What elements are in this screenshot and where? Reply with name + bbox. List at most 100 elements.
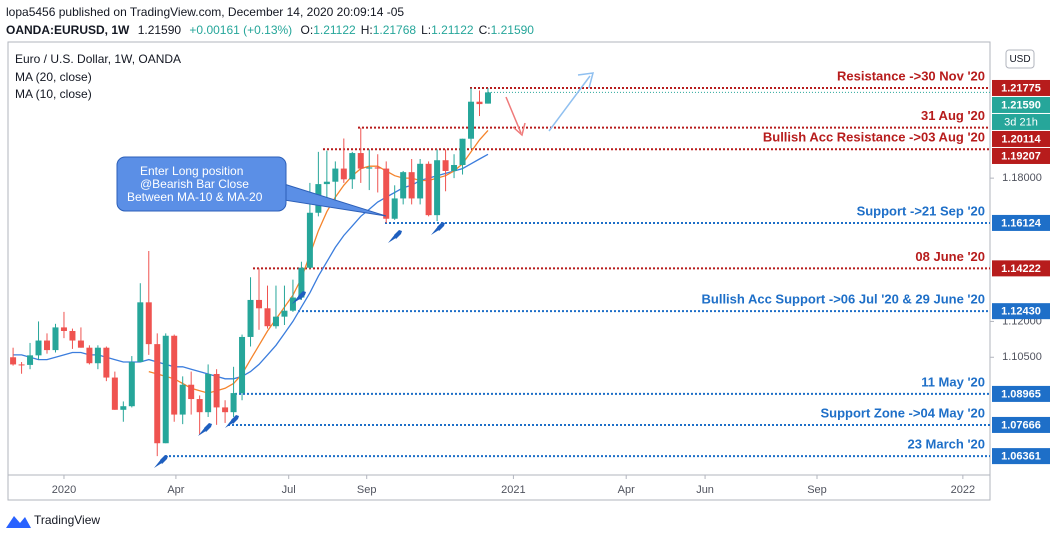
candle-body (417, 163, 424, 199)
candle-body (442, 160, 449, 171)
currency: USD (1009, 54, 1030, 65)
rocket-icons (154, 222, 445, 468)
level-label: Support Zone ->04 May '20 (820, 405, 985, 420)
quote-line: OANDA:EURUSD, 1W 1.21590 +0.00161 (+0.13… (6, 21, 544, 39)
price-box-label: 1.14222 (1001, 263, 1041, 275)
candle-body (60, 327, 67, 331)
candle-body (196, 399, 203, 413)
ohlc-label: O: (300, 23, 314, 37)
level-label: 11 May '20 (921, 374, 985, 389)
level-label: 23 March '20 (907, 437, 985, 452)
candle-body (289, 297, 296, 311)
header: lopa5456 published on TradingView.com, D… (6, 3, 544, 39)
projection-arrow (548, 75, 591, 132)
candle-body (400, 172, 407, 199)
candle-body (247, 299, 254, 337)
price-box-label: 1.21775 (1001, 82, 1041, 94)
x-tick-label: Jun (696, 484, 714, 496)
level-label: Resistance ->30 Nov '20 (837, 68, 985, 83)
candle-body (408, 172, 415, 199)
x-tick-label: Sep (357, 484, 377, 496)
x-tick-label: Sep (807, 484, 827, 496)
price-box-label: 1.19207 (1001, 150, 1041, 162)
candle-body (128, 362, 135, 407)
candle-body (298, 267, 305, 298)
y-tick-label: 1.18000 (1002, 172, 1042, 184)
price-box (992, 416, 1050, 433)
countdown: 3d 21h (1004, 116, 1038, 128)
countdown-box (992, 113, 1050, 130)
candle-body (103, 347, 110, 378)
rocket (388, 230, 402, 243)
candle-body (323, 181, 330, 185)
candle-body (213, 373, 220, 408)
levels: Resistance ->30 Nov '20 31 Aug '20 Bullish… (165, 68, 990, 458)
price-box-label: 1.08965 (1001, 388, 1041, 400)
currency-box[interactable] (1005, 49, 1035, 69)
instrument: Euro / U.S. Dollar, 1W, OANDA (15, 52, 181, 66)
candle-body (459, 138, 466, 165)
candle-body (340, 168, 347, 180)
brand: TradingView (34, 513, 100, 527)
candle-body (18, 364, 25, 366)
candle-body (230, 393, 237, 413)
candle-body (349, 153, 356, 180)
candle-body (162, 335, 169, 444)
price-box-label: 1.12430 (1001, 306, 1041, 318)
candle-body (69, 330, 76, 341)
ohlc-value: 1.21122 (431, 23, 474, 37)
candle-body (222, 407, 229, 413)
candle-body (77, 340, 84, 348)
candle-body (468, 101, 475, 139)
candle-body (434, 160, 441, 216)
ohlc: O:1.21122 H:1.21768 L:1.21122 C:1.21590 (301, 23, 539, 37)
x-tick-label: Apr (167, 484, 184, 496)
candle-body (171, 335, 178, 415)
projection-arrow-head (577, 72, 595, 89)
pullback-arrow-head (512, 122, 526, 137)
candle-body (188, 384, 195, 400)
x-tick-label: 2022 (951, 484, 975, 496)
callout-text: @Bearish Bar Close (140, 177, 249, 191)
candle-body (137, 302, 144, 363)
ohlc-value: 1.21122 (313, 23, 356, 37)
callout-text: Enter Long position (140, 164, 243, 178)
logo-icon (6, 516, 31, 528)
price-box (992, 260, 1050, 277)
candle-body (52, 327, 59, 351)
candle-body (357, 153, 364, 169)
price-box (992, 79, 1050, 96)
footer-logo: TradingView (6, 513, 100, 528)
price-box-label: 1.20114 (1001, 133, 1041, 145)
candle-body (451, 164, 458, 171)
candle-body (111, 377, 118, 410)
symbol: OANDA:EURUSD, 1W (6, 23, 130, 37)
ohlc-label: H: (360, 23, 373, 37)
candle-body (306, 212, 313, 268)
candle-body (391, 198, 398, 219)
ohlc-label: C: (478, 23, 491, 37)
x-tick-label: Jul (282, 484, 296, 496)
legend-ma: MA (20, close) (15, 70, 92, 84)
change: +0.00161 (+0.13%) (189, 23, 293, 37)
pullback-arrow (505, 96, 522, 134)
publisher: lopa5456 published on TradingView.com, D… (6, 5, 405, 19)
rocket (292, 291, 306, 304)
price-box (992, 448, 1050, 465)
y-tick-label: 1.10500 (1002, 351, 1042, 363)
level-label: Support ->21 Sep '20 (857, 203, 985, 218)
price-box-label: 1.07666 (1001, 419, 1041, 431)
candle-body (374, 167, 381, 169)
candle-body (264, 308, 271, 327)
candle-body (476, 101, 483, 105)
candle-body (272, 316, 279, 327)
callout-text: Between MA-10 & MA-20 (127, 190, 263, 204)
candle-body (94, 347, 101, 364)
level-label: 31 Aug '20 (921, 108, 985, 123)
candle-body (425, 163, 432, 216)
candle-body (281, 310, 288, 317)
candle-body (239, 336, 246, 394)
price-box (992, 385, 1050, 402)
